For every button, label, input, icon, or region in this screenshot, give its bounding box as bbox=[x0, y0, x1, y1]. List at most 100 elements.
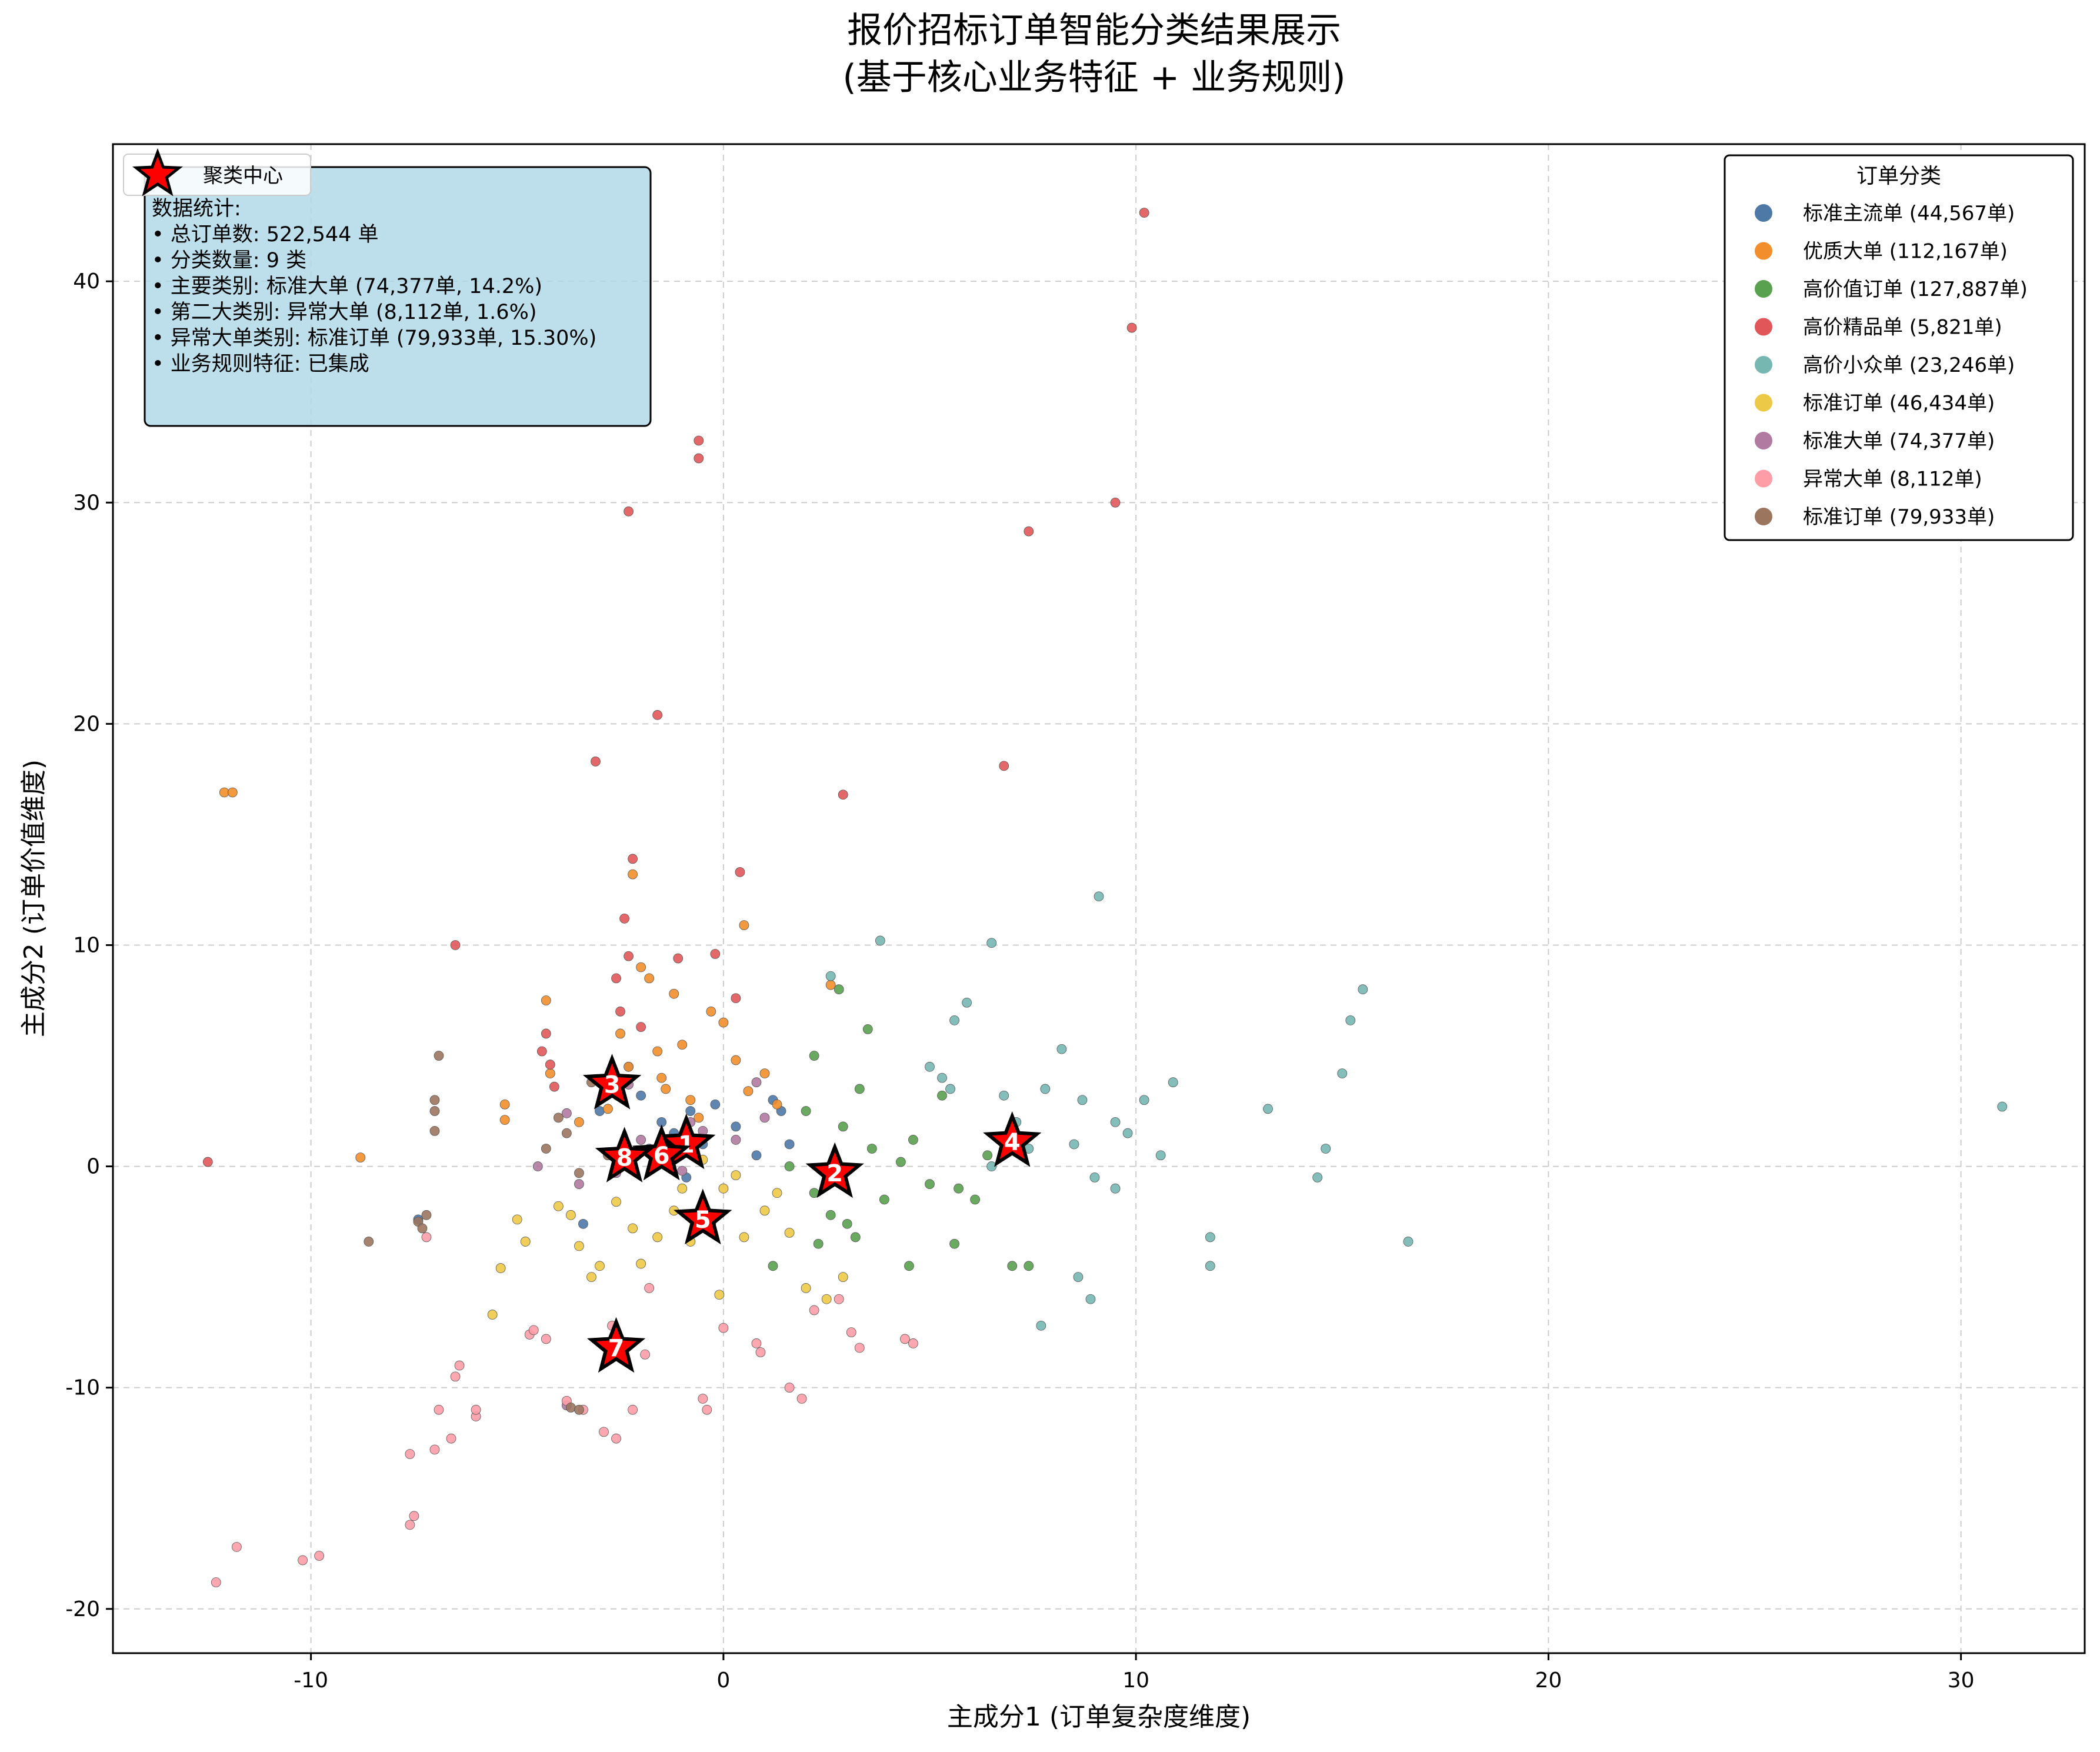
scatter-point-series-2 bbox=[908, 1135, 918, 1145]
scatter-point-series-7 bbox=[528, 1325, 539, 1335]
scatter-point-series-7 bbox=[454, 1360, 465, 1371]
scatter-point-series-6 bbox=[751, 1077, 762, 1088]
scatter-point-series-5 bbox=[731, 1170, 741, 1181]
scatter-point-series-1 bbox=[541, 995, 551, 1005]
scatter-point-series-3 bbox=[710, 949, 721, 959]
scatter-point-series-5 bbox=[553, 1201, 564, 1211]
scatter-point-series-1 bbox=[628, 869, 638, 880]
scatter-point-series-2 bbox=[784, 1161, 795, 1171]
scatter-point-series-3 bbox=[1126, 322, 1137, 333]
scatter-point-series-8 bbox=[417, 1223, 428, 1234]
scatter-point-series-4 bbox=[1077, 1095, 1088, 1105]
scatter-point-series-3 bbox=[735, 867, 745, 877]
scatter-point-series-3 bbox=[694, 435, 704, 446]
scatter-point-series-1 bbox=[574, 1117, 584, 1127]
y-tick-label: -10 bbox=[65, 1376, 100, 1400]
legend-marker bbox=[1755, 242, 1772, 260]
scatter-point-series-7 bbox=[450, 1371, 461, 1382]
x-tick-label: 0 bbox=[716, 1668, 730, 1693]
legend-marker bbox=[1755, 280, 1772, 298]
scatter-point-series-1 bbox=[685, 1095, 696, 1105]
y-tick-label: 40 bbox=[73, 269, 100, 294]
cluster-center-star bbox=[657, 1113, 716, 1170]
scatter-point-series-6 bbox=[636, 1135, 646, 1145]
scatter-point-series-3 bbox=[652, 710, 663, 720]
scatter-point-series-5 bbox=[520, 1237, 531, 1247]
scatter-point-series-1 bbox=[644, 973, 655, 984]
scatter-point-series-4 bbox=[825, 971, 836, 981]
scatter-point-series-8 bbox=[574, 1168, 584, 1178]
scatter-point-series-4 bbox=[1337, 1068, 1348, 1079]
cluster-center-label: 7 bbox=[608, 1335, 625, 1362]
scatter-point-series-8 bbox=[565, 1403, 576, 1413]
scatter-point-series-2 bbox=[862, 1024, 873, 1034]
scatter-point-series-2 bbox=[801, 1106, 811, 1116]
x-axis-label: 主成分1 (订单复杂度维度) bbox=[947, 1702, 1251, 1732]
scatter-point-series-4 bbox=[1168, 1077, 1178, 1088]
scatter-point-series-1 bbox=[731, 1055, 741, 1065]
scatter-point-series-7 bbox=[755, 1347, 766, 1357]
scatter-point-series-3 bbox=[1139, 208, 1149, 218]
scatter-point-series-4 bbox=[925, 1061, 935, 1072]
scatter-point-series-7 bbox=[611, 1433, 621, 1444]
scatter-point-series-0 bbox=[685, 1106, 696, 1116]
scatter-point-series-7 bbox=[405, 1449, 415, 1459]
scatter-point-series-7 bbox=[405, 1520, 415, 1530]
scatter-point-series-5 bbox=[574, 1241, 584, 1251]
legend-marker bbox=[1755, 318, 1772, 336]
scatter-point-series-1 bbox=[636, 962, 646, 972]
scatter-point-series-7 bbox=[718, 1323, 729, 1333]
scatter-point-series-4 bbox=[1040, 1084, 1051, 1094]
cluster-center-label: 2 bbox=[826, 1160, 843, 1187]
scatter-point-series-4 bbox=[999, 1090, 1009, 1101]
scatter-point-series-2 bbox=[809, 1051, 819, 1061]
center-legend-star-icon bbox=[132, 148, 183, 196]
scatter-point-series-6 bbox=[532, 1161, 543, 1171]
scatter-point-series-7 bbox=[784, 1383, 795, 1393]
scatter-point-series-5 bbox=[565, 1210, 576, 1220]
scatter-point-series-1 bbox=[718, 1017, 729, 1028]
scatter-point-series-7 bbox=[751, 1338, 762, 1348]
legend-label: 标准订单 (46,434单) bbox=[1803, 392, 1995, 415]
y-tick-label: -20 bbox=[65, 1597, 100, 1621]
scatter-point-series-3 bbox=[536, 1046, 547, 1057]
cluster-center-label: 6 bbox=[654, 1143, 670, 1170]
scatter-point-series-7 bbox=[298, 1555, 308, 1566]
scatter-point-series-8 bbox=[429, 1095, 440, 1105]
x-tick-label: -10 bbox=[294, 1668, 328, 1693]
center-legend: 聚类中心 bbox=[123, 148, 311, 196]
scatter-point-series-3 bbox=[202, 1157, 213, 1167]
scatter-point-series-1 bbox=[825, 980, 836, 990]
scatter-point-series-7 bbox=[471, 1404, 481, 1415]
scatter-point-series-5 bbox=[512, 1214, 522, 1225]
scatter-point-series-2 bbox=[854, 1084, 865, 1094]
scatter-point-series-3 bbox=[999, 761, 1009, 771]
legend-label: 标准大单 (74,377单) bbox=[1803, 429, 1995, 453]
scatter-point-series-7 bbox=[644, 1283, 655, 1293]
scatter-point-series-7 bbox=[908, 1338, 918, 1348]
scatter-point-series-1 bbox=[615, 1028, 625, 1039]
legend-label: 高价小众单 (23,246单) bbox=[1803, 354, 2015, 377]
scatter-point-series-6 bbox=[561, 1108, 572, 1118]
scatter-point-series-4 bbox=[1358, 984, 1368, 995]
legend-marker bbox=[1755, 356, 1772, 374]
scatter-point-series-3 bbox=[611, 973, 621, 984]
scatter-point-series-2 bbox=[895, 1157, 906, 1167]
scatter-point-series-5 bbox=[838, 1272, 848, 1283]
scatter-point-series-5 bbox=[759, 1205, 770, 1216]
data-points bbox=[202, 208, 2008, 1588]
legend-marker bbox=[1755, 204, 1772, 222]
stats-line: • 业务规则特征: 已集成 bbox=[152, 352, 369, 376]
scatter-point-series-3 bbox=[673, 953, 684, 964]
scatter-point-series-5 bbox=[718, 1183, 729, 1194]
scatter-point-series-3 bbox=[636, 1022, 646, 1032]
scatter-point-series-7 bbox=[429, 1444, 440, 1455]
scatter-point-series-2 bbox=[879, 1194, 889, 1205]
scatter-point-series-5 bbox=[714, 1290, 725, 1300]
scatter-point-series-1 bbox=[772, 1099, 782, 1110]
stats-box-background bbox=[144, 166, 652, 427]
scatter-point-series-1 bbox=[656, 1072, 667, 1083]
scatter-point-series-7 bbox=[809, 1305, 819, 1315]
scatter-point-series-3 bbox=[1024, 526, 1034, 537]
